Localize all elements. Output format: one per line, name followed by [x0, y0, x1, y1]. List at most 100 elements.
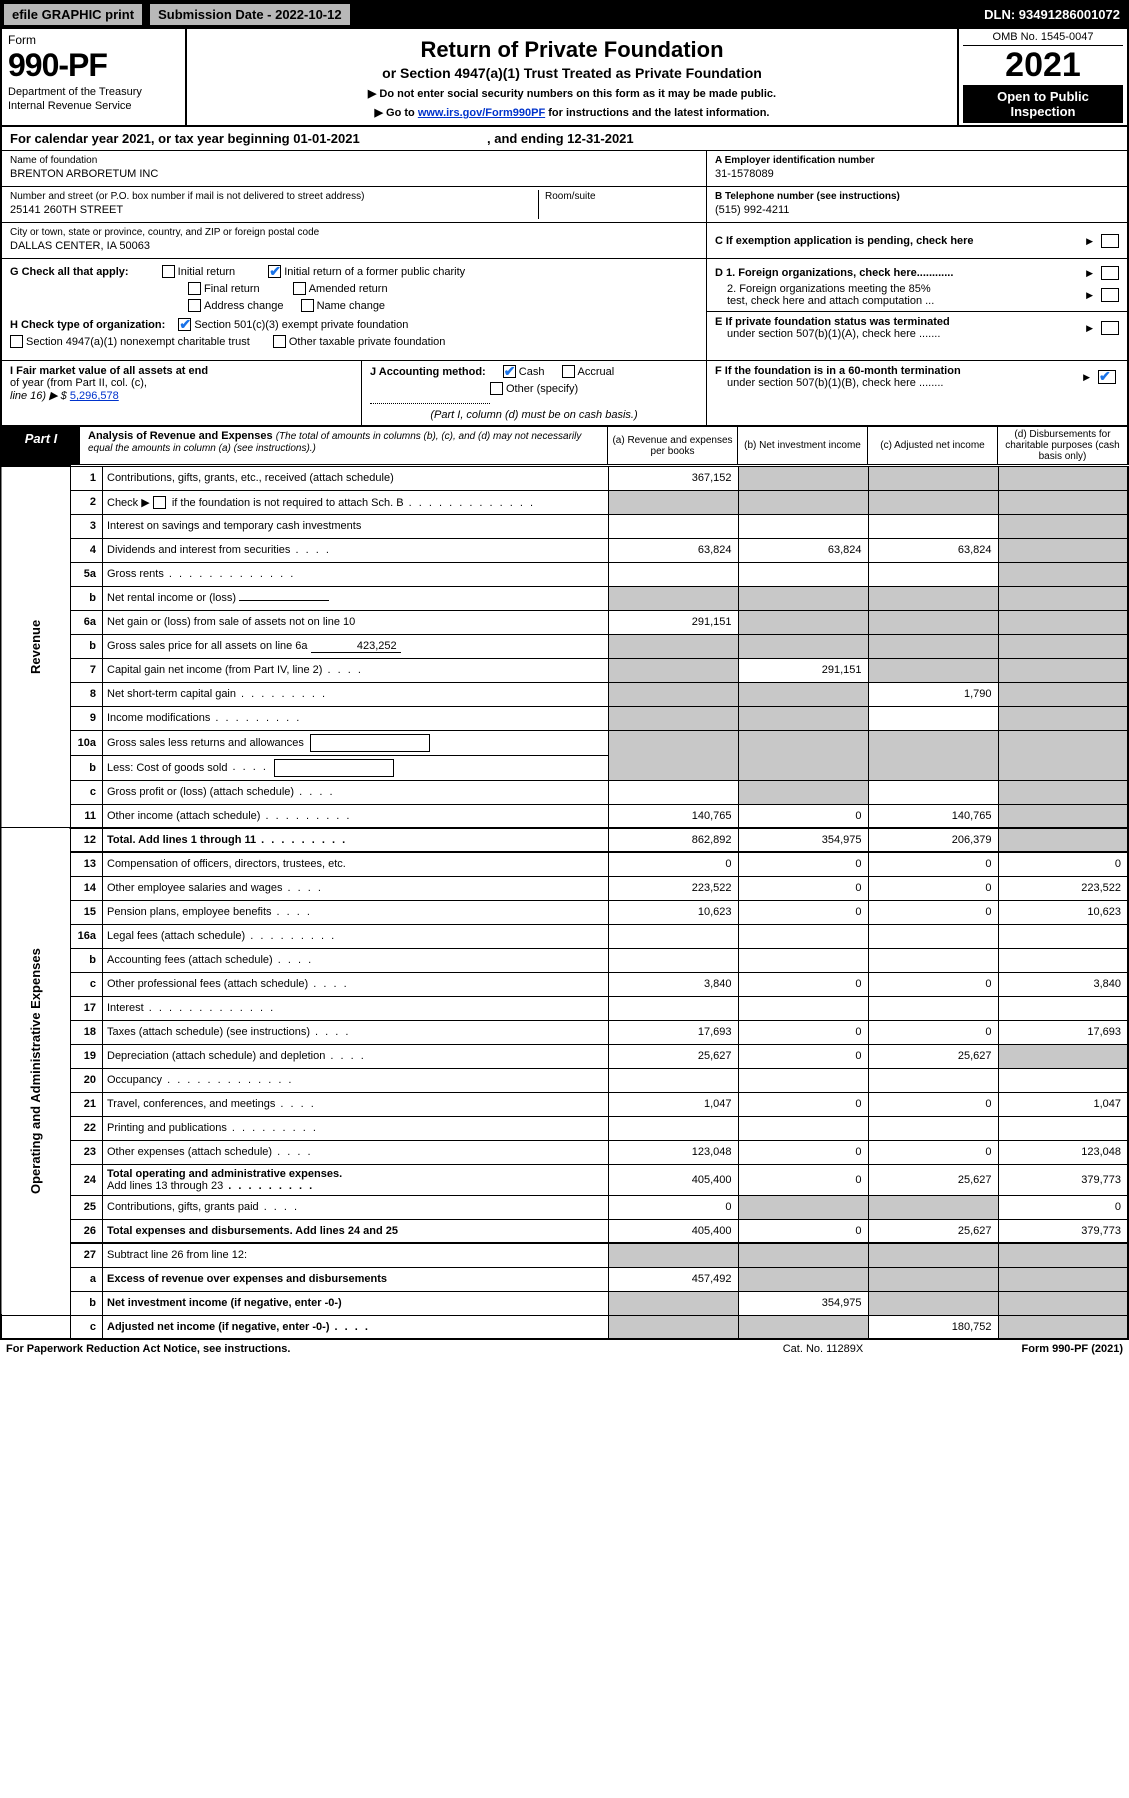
initial-return-checkbox[interactable]: [162, 265, 175, 278]
row-21: 21 Travel, conferences, and meetings 1,0…: [1, 1092, 1128, 1116]
efile-print-button[interactable]: efile GRAPHIC print: [3, 3, 143, 26]
col-a: 291,151: [608, 610, 738, 634]
part1-header: Part I Analysis of Revenue and Expenses …: [0, 427, 1129, 465]
col-d: [998, 538, 1128, 562]
col-b: [738, 562, 868, 586]
gross-sales-box[interactable]: [310, 734, 430, 752]
initial-former-checkbox[interactable]: [268, 265, 281, 278]
col-a: 223,522: [608, 876, 738, 900]
cal-begin: For calendar year 2021, or tax year begi…: [10, 131, 360, 146]
line-num: 2: [71, 490, 103, 514]
other-taxable-label: Other taxable private foundation: [289, 336, 446, 348]
exemption-checkbox[interactable]: [1101, 234, 1119, 248]
col-c: 1,790: [868, 682, 998, 706]
4947-checkbox[interactable]: [10, 335, 23, 348]
col-d: [998, 1291, 1128, 1315]
row-23: 23 Other expenses (attach schedule) 123,…: [1, 1140, 1128, 1164]
col-d: [998, 730, 1128, 780]
row-12: Operating and Administrative Expenses 12…: [1, 828, 1128, 852]
line-num: 7: [71, 658, 103, 682]
oae-section-label: Operating and Administrative Expenses: [1, 828, 71, 1315]
address-change-checkbox[interactable]: [188, 299, 201, 312]
ein-label: A Employer identification number: [715, 155, 875, 166]
part1-label: Part I: [2, 427, 80, 464]
col-b: 63,824: [738, 538, 868, 562]
col-c: [868, 1068, 998, 1092]
omb-number: OMB No. 1545-0047: [963, 31, 1123, 46]
line-num: 17: [71, 996, 103, 1020]
col-c-header: (c) Adjusted net income: [867, 427, 997, 464]
line-num: b: [71, 586, 103, 610]
form990pf-link[interactable]: www.irs.gov/Form990PF: [418, 107, 545, 119]
f-cell: F If the foundation is in a 60-month ter…: [707, 361, 1127, 425]
row-11: 11 Other income (attach schedule) 140,76…: [1, 804, 1128, 828]
row-15: 15 Pension plans, employee benefits 10,6…: [1, 900, 1128, 924]
address-cell: Number and street (or P.O. box number if…: [2, 187, 706, 223]
other-taxable-checkbox[interactable]: [273, 335, 286, 348]
line-desc: Gross profit or (loss) (attach schedule): [103, 780, 609, 804]
col-d: 123,048: [998, 1140, 1128, 1164]
identity-right: A Employer identification number 31-1578…: [707, 151, 1127, 259]
col-d: [998, 562, 1128, 586]
line-num: b: [71, 634, 103, 658]
col-c: [868, 780, 998, 804]
line-num: 24: [71, 1164, 103, 1195]
form-title: Return of Private Foundation: [195, 37, 949, 63]
501c3-checkbox[interactable]: [178, 318, 191, 331]
name-change-checkbox[interactable]: [301, 299, 314, 312]
cash-checkbox[interactable]: [503, 365, 516, 378]
col-b: [738, 1116, 868, 1140]
col-d: 1,047: [998, 1092, 1128, 1116]
col-c: [868, 996, 998, 1020]
form-word: Form: [8, 33, 179, 47]
col-c: [868, 586, 998, 610]
arrow-icon: [1083, 371, 1092, 383]
col-a: [608, 586, 738, 610]
col-a: [608, 996, 738, 1020]
part1-col-headers: (a) Revenue and expenses per books (b) N…: [607, 427, 1127, 464]
col-a: [608, 1068, 738, 1092]
ein-cell: A Employer identification number 31-1578…: [707, 151, 1127, 187]
d2-checkbox[interactable]: [1101, 288, 1119, 302]
accrual-checkbox[interactable]: [562, 365, 575, 378]
row-27: 27 Subtract line 26 from line 12:: [1, 1243, 1128, 1267]
line-desc: Total expenses and disbursements. Add li…: [103, 1219, 609, 1243]
col-b: [738, 730, 868, 780]
col-d: [998, 1243, 1128, 1267]
schB-checkbox[interactable]: [153, 496, 166, 509]
line-desc: Other professional fees (attach schedule…: [103, 972, 609, 996]
identity-left: Name of foundation BRENTON ARBORETUM INC…: [2, 151, 707, 259]
d1-checkbox[interactable]: [1101, 266, 1119, 280]
goto-pre: ▶ Go to: [375, 107, 418, 119]
col-b: 0: [738, 972, 868, 996]
net-rental-input[interactable]: [239, 600, 329, 601]
line-num: 23: [71, 1140, 103, 1164]
i-line3-pre: line 16) ▶ $: [10, 390, 70, 402]
city-value: DALLAS CENTER, IA 50063: [10, 240, 698, 252]
e-checkbox[interactable]: [1101, 321, 1119, 335]
line-desc: Less: Cost of goods sold: [103, 755, 609, 780]
amended-return-checkbox[interactable]: [293, 282, 306, 295]
line-desc: Contributions, gifts, grants, etc., rece…: [103, 466, 609, 490]
line-num: 3: [71, 514, 103, 538]
fmv-link[interactable]: 5,296,578: [70, 390, 119, 402]
col-d: [998, 706, 1128, 730]
identity-block: Name of foundation BRENTON ARBORETUM INC…: [0, 151, 1129, 259]
f-checkbox[interactable]: [1098, 370, 1116, 384]
col-a: 405,400: [608, 1219, 738, 1243]
col-c: [868, 490, 998, 514]
col-d: [998, 514, 1128, 538]
other-method-checkbox[interactable]: [490, 382, 503, 395]
col-a: [608, 730, 738, 780]
final-return-checkbox[interactable]: [188, 282, 201, 295]
col-a: [608, 562, 738, 586]
row-24: 24 Total operating and administrative ex…: [1, 1164, 1128, 1195]
final-return-label: Final return: [204, 283, 260, 295]
line-num: b: [71, 1291, 103, 1315]
row-5a: 5a Gross rents: [1, 562, 1128, 586]
cogs-box[interactable]: [274, 759, 394, 777]
e2-label: under section 507(b)(1)(A), check here .…: [727, 328, 940, 340]
row-5b: b Net rental income or (loss): [1, 586, 1128, 610]
h-label: H Check type of organization:: [10, 319, 165, 331]
col-b: 0: [738, 1164, 868, 1195]
